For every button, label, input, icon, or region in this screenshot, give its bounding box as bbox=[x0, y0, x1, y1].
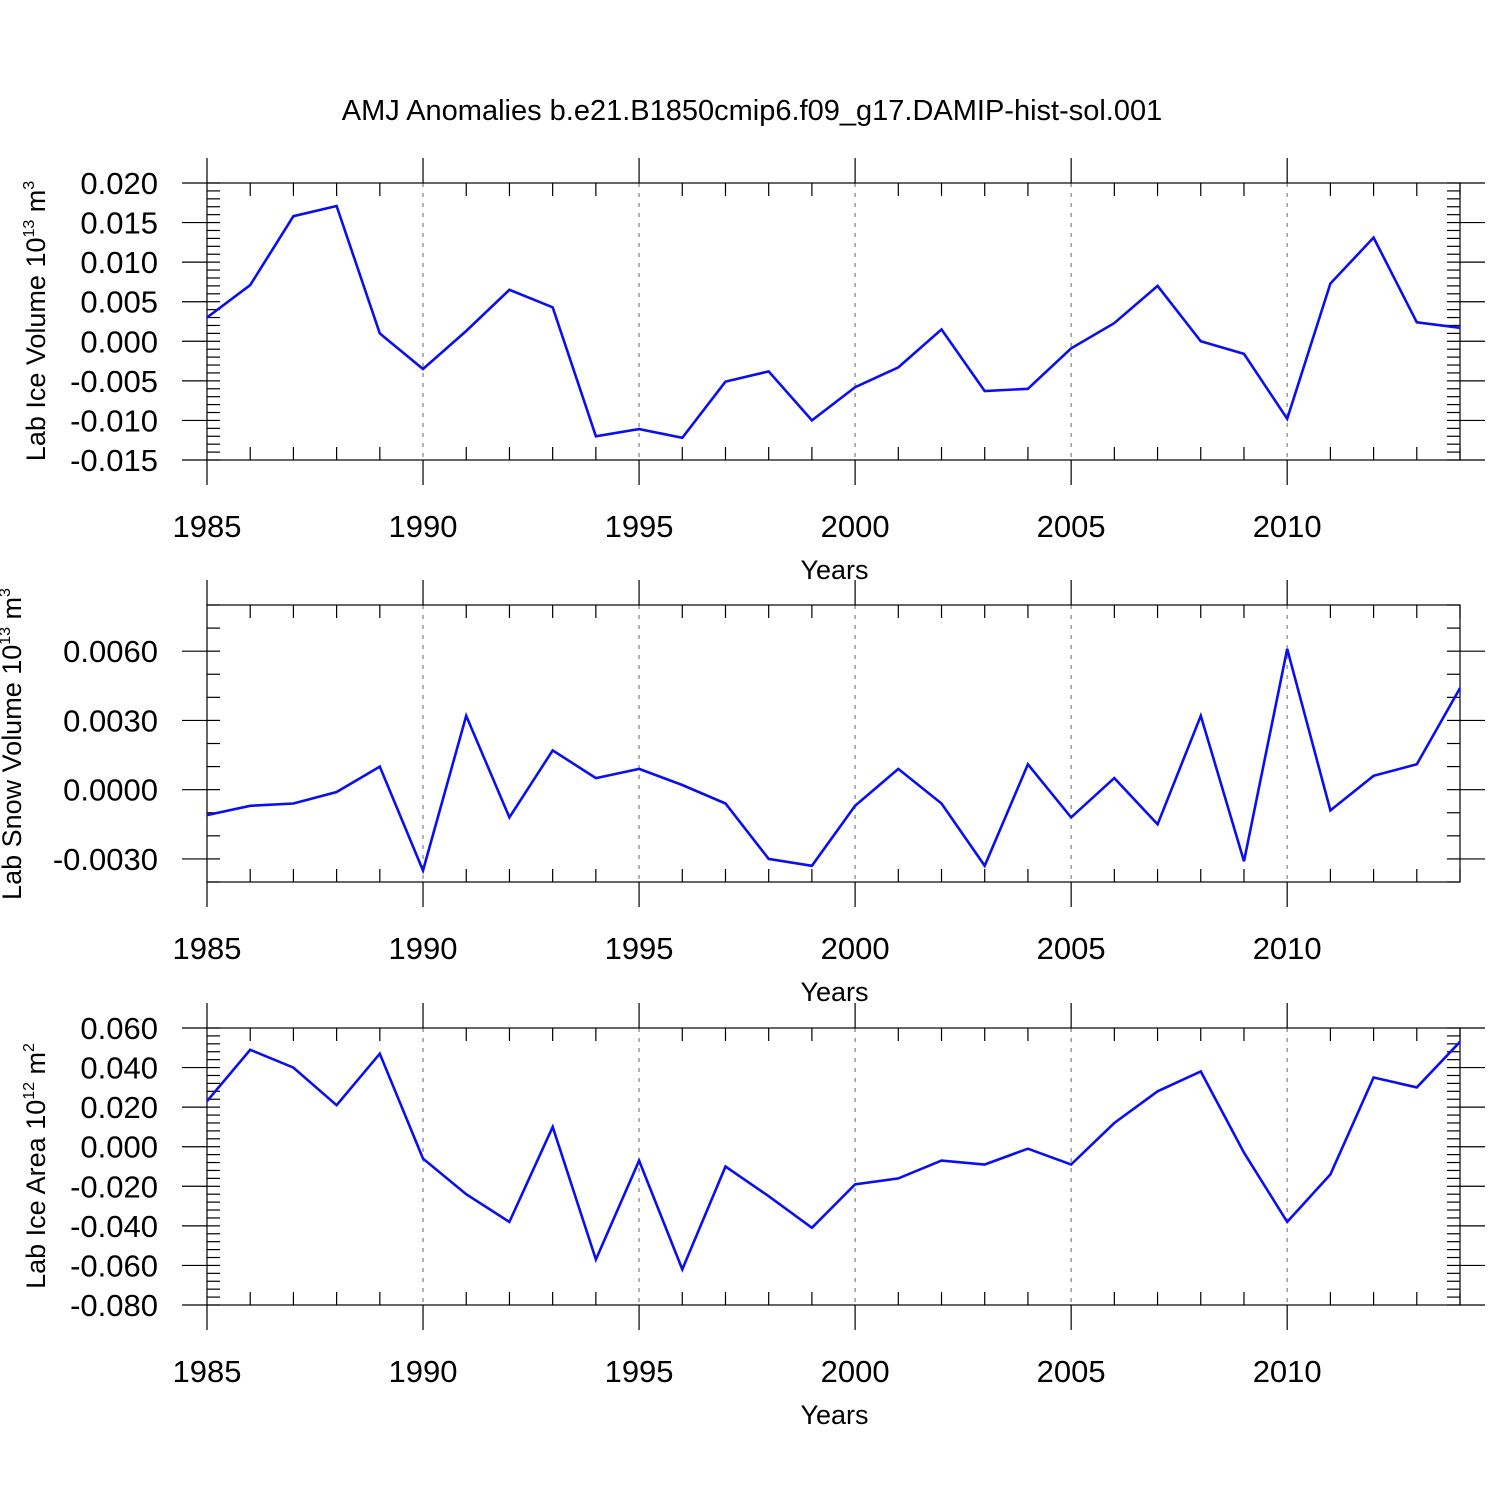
y-axis-label-exponent: 12 bbox=[21, 1082, 38, 1100]
series-line bbox=[207, 206, 1460, 438]
y-tick-label: 0.0000 bbox=[63, 773, 158, 808]
y-axis-label-unit-exponent: 3 bbox=[0, 588, 14, 597]
y-axis-label-unit: m bbox=[21, 1052, 51, 1082]
y-axis-label-exponent: 13 bbox=[0, 627, 14, 645]
x-tick-label: 2000 bbox=[821, 1354, 890, 1389]
x-tick-label: 2000 bbox=[821, 931, 890, 966]
y-tick-label: -0.080 bbox=[70, 1288, 158, 1323]
y-tick-label: -0.0030 bbox=[53, 842, 158, 877]
y-axis-label-text: Lab Ice Volume 10 bbox=[21, 238, 51, 462]
x-axis-label: Years bbox=[800, 555, 868, 585]
y-axis-label: Lab Ice Volume 1013 m3 bbox=[21, 181, 51, 461]
y-tick-label: -0.015 bbox=[70, 443, 158, 478]
x-tick-label: 1985 bbox=[173, 931, 242, 966]
y-tick-label: 0.040 bbox=[80, 1051, 158, 1086]
y-axis-label-unit-exponent: 2 bbox=[21, 1043, 38, 1052]
panel-1: -0.015 -0.010 -0.005 0.000 0.005 0.010 0.015 0.… bbox=[21, 158, 1485, 585]
y-axis-label: Lab Snow Volume 1013 m3 bbox=[0, 588, 27, 900]
panel-2: -0.0030 0.0000 0.0030 0.0060 1985 1990 1995 200… bbox=[0, 580, 1485, 1007]
x-tick-label: 2000 bbox=[821, 509, 890, 544]
y-axis-label-unit: m bbox=[21, 190, 51, 220]
x-tick-label: 1990 bbox=[389, 509, 458, 544]
y-tick-label: 0.020 bbox=[80, 166, 158, 201]
series-line bbox=[207, 649, 1460, 871]
x-tick-label: 1985 bbox=[173, 509, 242, 544]
y-tick-label: 0.005 bbox=[80, 285, 158, 320]
y-tick-label: -0.040 bbox=[70, 1209, 158, 1244]
y-tick-label: 0.000 bbox=[80, 324, 158, 359]
x-tick-label: 1985 bbox=[173, 1354, 242, 1389]
y-tick-label: 0.020 bbox=[80, 1090, 158, 1125]
x-tick-label: 2005 bbox=[1037, 931, 1106, 966]
chart-title: AMJ Anomalies b.e21.B1850cmip6.f09_g17.D… bbox=[342, 95, 1163, 127]
y-axis-label-text: Lab Ice Area 10 bbox=[21, 1100, 51, 1289]
x-axis-label: Years bbox=[800, 1400, 868, 1430]
plot-frame bbox=[207, 605, 1460, 882]
panel-3: -0.080 -0.060 -0.040 -0.020 0.000 0.020 0.040 0… bbox=[21, 1003, 1485, 1430]
x-tick-label: 1995 bbox=[605, 1354, 674, 1389]
x-tick-label: 1990 bbox=[389, 1354, 458, 1389]
x-tick-label: 2010 bbox=[1253, 931, 1322, 966]
y-axis-label-text: Lab Snow Volume 10 bbox=[0, 645, 27, 900]
y-tick-label: -0.005 bbox=[70, 364, 158, 399]
x-tick-label: 2005 bbox=[1037, 509, 1106, 544]
y-tick-label: 0.015 bbox=[80, 206, 158, 241]
y-axis-label: Lab Ice Area 1012 m2 bbox=[21, 1043, 51, 1289]
plot-frame bbox=[207, 1028, 1460, 1305]
x-tick-label: 2010 bbox=[1253, 509, 1322, 544]
y-axis-label-exponent: 13 bbox=[21, 220, 38, 238]
x-tick-label: 1995 bbox=[605, 509, 674, 544]
y-tick-label: 0.010 bbox=[80, 245, 158, 280]
x-tick-label: 2005 bbox=[1037, 1354, 1106, 1389]
y-tick-label: 0.0060 bbox=[63, 634, 158, 669]
plot-frame bbox=[207, 183, 1460, 460]
x-tick-label: 2010 bbox=[1253, 1354, 1322, 1389]
y-tick-label: 0.060 bbox=[80, 1011, 158, 1046]
y-tick-label: -0.020 bbox=[70, 1169, 158, 1204]
x-tick-label: 1990 bbox=[389, 931, 458, 966]
y-tick-label: 0.000 bbox=[80, 1130, 158, 1165]
x-tick-label: 1995 bbox=[605, 931, 674, 966]
y-tick-label: 0.0030 bbox=[63, 703, 158, 738]
x-axis-label: Years bbox=[800, 977, 868, 1007]
y-tick-label: -0.010 bbox=[70, 403, 158, 438]
y-axis-label-unit-exponent: 3 bbox=[21, 181, 38, 190]
y-tick-label: -0.060 bbox=[70, 1248, 158, 1283]
y-axis-label-unit: m bbox=[0, 597, 27, 627]
series-line bbox=[207, 1042, 1460, 1270]
